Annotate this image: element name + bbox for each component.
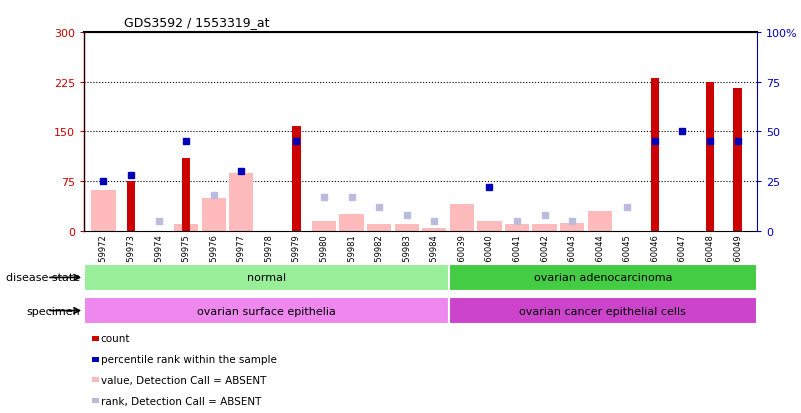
Bar — [706, 83, 714, 231]
Bar — [84, 297, 449, 324]
Text: percentile rank within the sample: percentile rank within the sample — [101, 354, 276, 364]
Bar — [367, 225, 392, 231]
Bar — [588, 211, 612, 231]
Bar — [340, 215, 364, 231]
Bar — [449, 264, 757, 291]
Text: count: count — [101, 334, 131, 344]
Text: ovarian cancer epithelial cells: ovarian cancer epithelial cells — [519, 306, 686, 316]
Bar — [91, 190, 115, 231]
Bar — [229, 173, 253, 231]
Bar — [292, 127, 300, 231]
Bar — [734, 89, 742, 231]
Text: value, Detection Call = ABSENT: value, Detection Call = ABSENT — [101, 375, 266, 385]
Bar — [449, 297, 757, 324]
Bar — [312, 221, 336, 231]
Bar — [127, 182, 135, 231]
Bar — [202, 198, 226, 231]
Text: normal: normal — [247, 273, 286, 283]
Bar — [650, 79, 659, 231]
Text: ovarian surface epithelia: ovarian surface epithelia — [197, 306, 336, 316]
Bar — [477, 221, 501, 231]
Bar — [533, 225, 557, 231]
Bar — [560, 223, 584, 231]
Text: specimen: specimen — [26, 306, 80, 316]
Bar — [422, 228, 446, 231]
Bar — [395, 225, 419, 231]
Bar — [449, 205, 474, 231]
Bar — [182, 159, 191, 231]
Text: GDS3592 / 1553319_at: GDS3592 / 1553319_at — [124, 16, 270, 29]
Text: disease state: disease state — [6, 273, 80, 283]
Bar — [84, 264, 449, 291]
Text: rank, Detection Call = ABSENT: rank, Detection Call = ABSENT — [101, 396, 261, 406]
Bar — [505, 225, 529, 231]
Text: ovarian adenocarcinoma: ovarian adenocarcinoma — [533, 273, 672, 283]
Bar — [174, 225, 199, 231]
